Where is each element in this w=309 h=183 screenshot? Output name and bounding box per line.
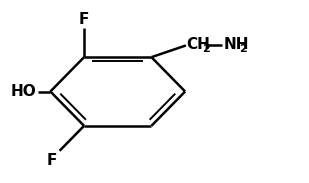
Text: 2: 2 — [239, 44, 247, 54]
Text: F: F — [79, 12, 89, 27]
Text: 2: 2 — [202, 44, 210, 54]
Text: NH: NH — [223, 37, 249, 52]
Text: F: F — [46, 153, 57, 168]
Text: CH: CH — [187, 37, 210, 52]
Text: HO: HO — [11, 84, 36, 99]
